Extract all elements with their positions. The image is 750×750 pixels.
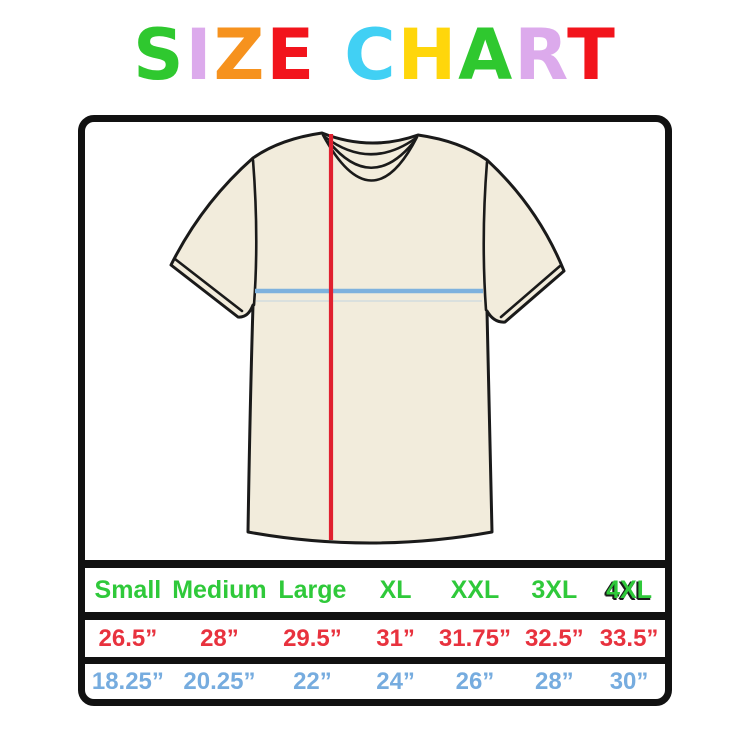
length-cell: 33.5” — [599, 624, 659, 652]
page-title: SIZE CHART — [0, 20, 750, 90]
left-armhole-seam — [251, 158, 258, 307]
table-divider — [85, 560, 665, 568]
size-chart-box: Small Medium Large XL XXL 3XL 4XL 26.5” … — [78, 115, 672, 706]
size-header-cell: XL — [379, 575, 412, 604]
tshirt-diagram — [169, 131, 566, 545]
width-cell: 22” — [293, 667, 332, 695]
title-letter: T — [567, 14, 617, 96]
title-letter: C — [344, 14, 398, 96]
width-cell: 28” — [534, 667, 574, 695]
title-letter: E — [266, 14, 317, 96]
title-letter: R — [514, 14, 568, 96]
length-cell: 28” — [200, 624, 239, 652]
size-table: Small Medium Large XL XXL 3XL 4XL 26.5” … — [85, 560, 665, 699]
width-cell: 26” — [455, 667, 495, 695]
size-header-cell: 3XL — [531, 575, 578, 604]
size-header-row: Small Medium Large XL XXL 3XL 4XL — [85, 568, 665, 612]
collar-band-arc — [323, 135, 418, 156]
title-letter: H — [397, 14, 459, 96]
table-divider — [85, 612, 665, 620]
title-letter: A — [458, 14, 515, 96]
length-cell: 32.5” — [524, 624, 584, 652]
table-divider — [85, 657, 665, 664]
length-cell: 29.5” — [283, 624, 342, 652]
size-header-cell: Medium — [172, 575, 267, 604]
width-cell: 20.25” — [183, 667, 256, 695]
right-armhole-seam — [482, 160, 489, 312]
width-cell: 18.25” — [91, 667, 164, 695]
tshirt-silhouette — [169, 131, 566, 545]
length-measurement-row: 26.5” 28” 29.5” 31” 31.75” 32.5” 33.5” — [85, 620, 665, 657]
width-measurement-row: 18.25” 20.25” 22” 24” 26” 28” 30” — [85, 664, 665, 699]
size-header-cell: 4XL — [606, 575, 652, 604]
size-header-cell: Small — [94, 575, 162, 604]
collar-rib-arc — [327, 140, 415, 169]
collar-drape-arc — [321, 133, 419, 182]
title-letter: S — [133, 14, 186, 96]
size-header-cell: Large — [278, 575, 347, 604]
left-cuff-seam — [173, 257, 244, 313]
title-letter: Z — [213, 14, 267, 96]
size-header-cell: XXL — [450, 575, 500, 604]
length-cell: 31.75” — [438, 624, 511, 652]
width-cell: 30” — [609, 667, 649, 695]
length-cell: 26.5” — [98, 624, 158, 652]
length-cell: 31” — [376, 624, 415, 652]
width-cell: 24” — [376, 667, 415, 695]
title-letter: I — [185, 14, 214, 96]
right-cuff-seam — [499, 264, 562, 319]
